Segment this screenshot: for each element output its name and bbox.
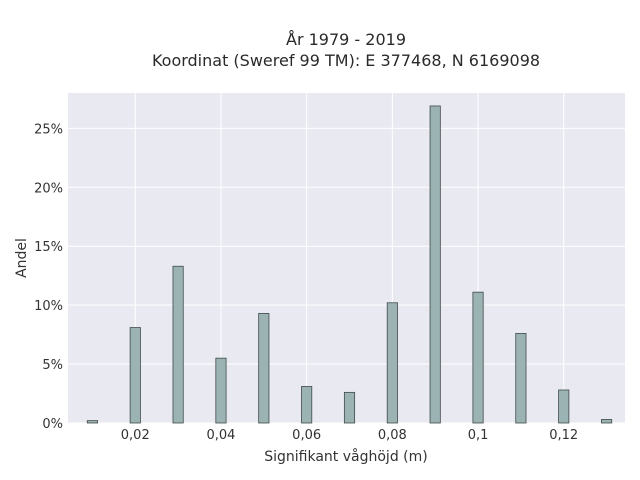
y-tick-label: 5% — [42, 358, 63, 373]
histogram-bar — [601, 419, 613, 424]
histogram-bar — [472, 291, 484, 424]
bars — [86, 105, 613, 424]
histogram-bar — [258, 312, 270, 424]
histogram-bar — [558, 389, 570, 424]
x-tick-label: 0,1 — [468, 428, 489, 443]
histogram-bar — [515, 333, 527, 424]
y-tick-label: 20% — [34, 181, 63, 196]
x-axis-label: Signifikant våghöjd (m) — [264, 448, 427, 465]
y-tick-label: 15% — [34, 240, 63, 255]
x-tick-label: 0,12 — [549, 428, 578, 443]
histogram-bar — [301, 386, 313, 424]
plot-area — [68, 93, 625, 423]
x-tick-label: 0,08 — [378, 428, 407, 443]
x-tick-label: 0,06 — [292, 428, 321, 443]
y-tick-label: 25% — [34, 122, 63, 137]
histogram-bar — [129, 327, 141, 424]
y-tick-label: 10% — [34, 299, 63, 314]
y-tick-labels: 0% 5% 10% 15% 20% 25% — [34, 122, 63, 432]
histogram-bar — [429, 105, 441, 424]
x-tick-labels: 0,02 0,04 0,06 0,08 0,1 0,12 — [121, 428, 578, 443]
x-tick-label: 0,04 — [206, 428, 235, 443]
y-axis-label: Andel — [14, 238, 30, 278]
histogram-bar — [215, 357, 227, 424]
histogram-bar — [343, 391, 356, 424]
histogram-bar — [386, 302, 398, 424]
chart-subtitle: Koordinat (Sweref 99 TM): E 377468, N 61… — [152, 51, 540, 70]
y-tick-label: 0% — [42, 417, 63, 432]
histogram-bar — [86, 420, 98, 424]
chart-title: År 1979 - 2019 — [286, 30, 406, 49]
histogram-bar — [172, 265, 184, 424]
x-tick-label: 0,02 — [121, 428, 150, 443]
